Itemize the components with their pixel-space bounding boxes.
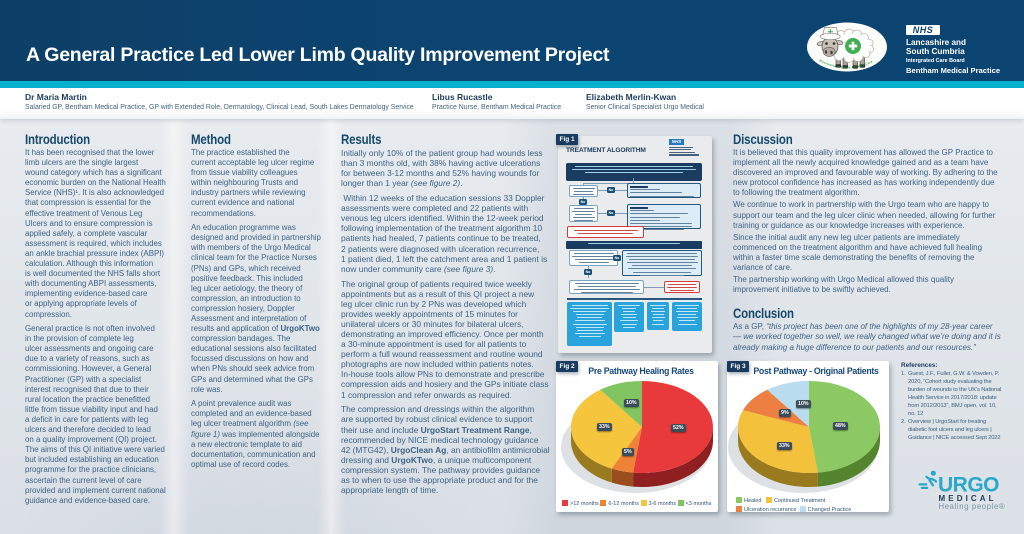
- svg-text:URGO: URGO: [938, 474, 999, 497]
- svg-text:Healing people®: Healing people®: [939, 502, 1006, 511]
- svg-text:MEDICAL: MEDICAL: [939, 494, 997, 503]
